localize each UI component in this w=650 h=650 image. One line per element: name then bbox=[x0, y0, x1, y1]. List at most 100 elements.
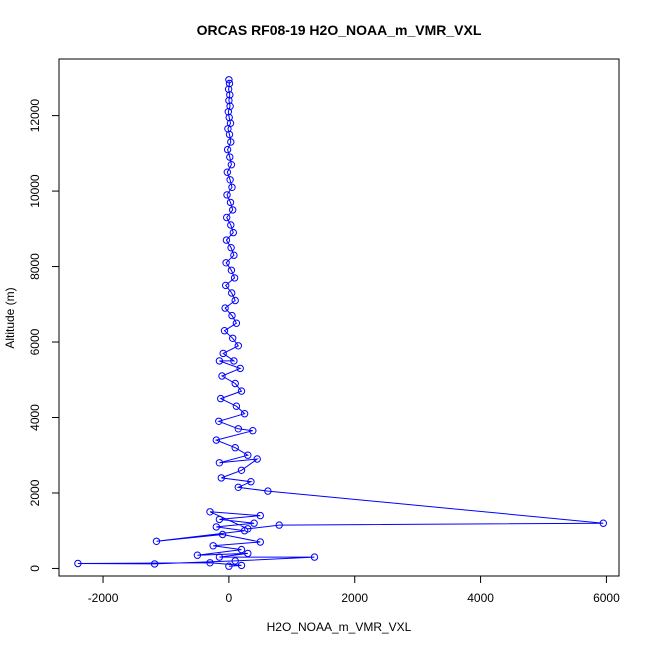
y-tick-label-3: 6000 bbox=[28, 328, 42, 355]
x-axis-label: H2O_NOAA_m_VMR_VXL bbox=[267, 620, 412, 634]
data-point bbox=[227, 161, 236, 169]
data-point bbox=[237, 545, 246, 554]
data-point bbox=[215, 417, 223, 425]
data-point bbox=[244, 451, 252, 459]
data-point bbox=[234, 483, 243, 491]
data-point bbox=[223, 168, 232, 176]
y-tick-label-0: 0 bbox=[28, 565, 42, 572]
y-tick-label-2: 4000 bbox=[28, 404, 42, 431]
data-point bbox=[209, 542, 217, 550]
y-axis: 0 2000 4000 6000 8000 10000 12000 bbox=[28, 99, 59, 572]
data-point bbox=[229, 206, 237, 214]
data-point bbox=[231, 379, 239, 388]
data-point bbox=[264, 487, 272, 495]
data-point bbox=[240, 410, 249, 418]
x-axis: -2000 0 2000 4000 6000 bbox=[88, 576, 620, 605]
data-point bbox=[227, 138, 235, 146]
data-point bbox=[226, 198, 235, 207]
data-point bbox=[231, 557, 239, 565]
data-point bbox=[227, 221, 235, 229]
data-point bbox=[249, 427, 257, 435]
data-point bbox=[310, 553, 319, 561]
data-point bbox=[220, 327, 229, 335]
data-point bbox=[231, 444, 239, 452]
y-tick-label-5: 10000 bbox=[28, 174, 42, 208]
data-point bbox=[221, 304, 229, 312]
plot-area bbox=[58, 58, 620, 577]
series-line-0 bbox=[77, 79, 604, 567]
data-point bbox=[599, 519, 607, 527]
data-point bbox=[244, 549, 252, 558]
data-point bbox=[237, 466, 246, 474]
data-point bbox=[225, 96, 233, 105]
series-layer bbox=[74, 76, 607, 570]
data-point bbox=[223, 213, 231, 222]
x-tick-label-0: -2000 bbox=[88, 591, 119, 605]
data-point bbox=[234, 342, 243, 350]
data-point bbox=[230, 357, 238, 365]
data-point bbox=[224, 108, 233, 116]
data-point bbox=[226, 176, 234, 184]
y-tick-label-1: 2000 bbox=[28, 479, 42, 506]
data-point bbox=[218, 372, 226, 380]
data-point bbox=[230, 274, 239, 282]
x-tick-label-1: 0 bbox=[226, 591, 233, 605]
data-point bbox=[234, 425, 243, 433]
data-point bbox=[256, 538, 264, 546]
data-point bbox=[218, 530, 227, 539]
data-point bbox=[215, 515, 224, 524]
data-point bbox=[250, 519, 258, 527]
data-point bbox=[228, 311, 236, 320]
data-point bbox=[229, 228, 238, 237]
data-point bbox=[226, 153, 234, 161]
data-point bbox=[240, 527, 249, 535]
data-point bbox=[225, 76, 233, 84]
data-point bbox=[226, 91, 234, 99]
data-point bbox=[225, 130, 234, 139]
data-point bbox=[215, 553, 224, 561]
data-point bbox=[275, 521, 283, 529]
data-point bbox=[193, 551, 202, 559]
data-point bbox=[232, 319, 241, 327]
data-point bbox=[224, 85, 233, 93]
data-point bbox=[225, 562, 233, 570]
x-tick-label-4: 6000 bbox=[593, 591, 620, 605]
data-point bbox=[229, 334, 237, 342]
data-point bbox=[228, 183, 236, 192]
data-point bbox=[152, 537, 161, 545]
y-tick-label-4: 8000 bbox=[28, 253, 42, 280]
data-point bbox=[228, 289, 236, 297]
data-point bbox=[212, 523, 221, 531]
data-point bbox=[225, 79, 234, 88]
data-point bbox=[227, 266, 236, 274]
data-point bbox=[217, 394, 225, 403]
data-point bbox=[150, 560, 159, 568]
y-tick-label-6: 12000 bbox=[28, 99, 42, 133]
data-point bbox=[74, 559, 82, 568]
chart-title: ORCAS RF08-19 H2O_NOAA_m_VMR_VXL bbox=[197, 22, 482, 38]
data-point bbox=[232, 402, 241, 410]
data-point bbox=[206, 559, 214, 567]
data-point bbox=[237, 561, 246, 570]
data-point bbox=[227, 244, 235, 252]
x-tick-label-2: 2000 bbox=[341, 591, 368, 605]
data-point bbox=[247, 478, 255, 486]
data-point bbox=[217, 474, 226, 482]
data-point bbox=[236, 364, 244, 373]
data-point bbox=[222, 236, 231, 244]
y-axis-label: Altitude (m) bbox=[3, 287, 17, 348]
data-point bbox=[222, 281, 230, 290]
data-point bbox=[215, 459, 224, 467]
data-point bbox=[256, 511, 264, 520]
data-point bbox=[230, 251, 238, 259]
data-point bbox=[212, 436, 221, 444]
data-point bbox=[237, 387, 246, 395]
data-point bbox=[223, 191, 231, 199]
data-point bbox=[222, 259, 230, 267]
data-point bbox=[253, 455, 261, 463]
data-point bbox=[223, 145, 232, 154]
data-point bbox=[219, 349, 227, 358]
x-tick-label-3: 4000 bbox=[467, 591, 494, 605]
data-point bbox=[215, 357, 224, 365]
